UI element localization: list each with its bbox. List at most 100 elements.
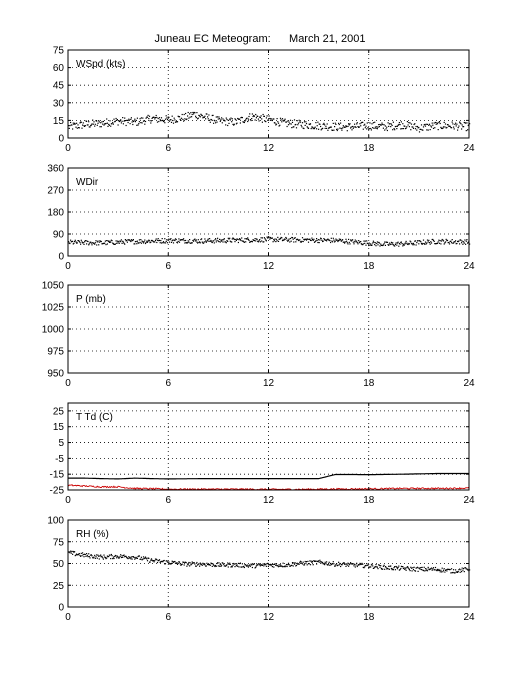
data-point bbox=[361, 562, 363, 564]
data-point bbox=[299, 121, 302, 123]
data-point bbox=[442, 127, 444, 129]
data-point bbox=[318, 128, 320, 130]
data-point bbox=[389, 123, 391, 125]
data-point bbox=[144, 242, 147, 245]
data-point bbox=[209, 240, 211, 242]
data-point bbox=[132, 239, 134, 241]
data-point bbox=[144, 123, 146, 125]
data-point bbox=[369, 566, 371, 568]
data-point bbox=[313, 560, 316, 562]
data-point bbox=[218, 241, 220, 243]
data-point bbox=[285, 236, 287, 239]
data-point bbox=[211, 119, 213, 121]
data-point bbox=[394, 126, 396, 128]
data-point bbox=[251, 240, 253, 242]
data-point bbox=[430, 242, 433, 244]
data-point bbox=[401, 566, 403, 568]
data-point bbox=[346, 240, 348, 242]
data-point bbox=[346, 126, 348, 128]
data-point bbox=[80, 239, 82, 241]
data-point bbox=[152, 560, 155, 562]
data-point bbox=[348, 123, 350, 125]
data-point bbox=[308, 238, 310, 240]
data-point bbox=[432, 567, 435, 569]
data-point bbox=[218, 562, 220, 564]
data-point bbox=[355, 241, 357, 243]
data-point bbox=[98, 555, 100, 557]
data-point bbox=[322, 123, 324, 125]
data-point bbox=[415, 125, 417, 128]
data-point bbox=[253, 240, 255, 242]
data-point bbox=[319, 239, 321, 241]
data-point bbox=[394, 569, 396, 571]
data-point bbox=[245, 565, 247, 567]
data-point bbox=[215, 241, 217, 243]
data-point bbox=[337, 128, 339, 130]
data-point bbox=[174, 121, 177, 123]
data-point bbox=[117, 556, 119, 558]
data-point bbox=[227, 562, 229, 564]
data-point bbox=[239, 118, 241, 120]
data-point bbox=[293, 563, 296, 565]
data-point bbox=[371, 123, 373, 125]
data-point bbox=[216, 121, 218, 123]
data-point bbox=[275, 124, 277, 126]
data-point bbox=[236, 238, 238, 240]
data-point bbox=[195, 239, 197, 241]
data-point bbox=[70, 124, 72, 126]
data-point bbox=[170, 238, 172, 240]
data-point bbox=[169, 119, 171, 121]
data-point bbox=[384, 244, 386, 246]
data-point bbox=[265, 121, 267, 123]
data-point bbox=[249, 241, 251, 243]
data-point bbox=[243, 565, 245, 567]
data-point bbox=[141, 559, 143, 561]
data-point bbox=[91, 123, 93, 125]
data-point bbox=[157, 117, 159, 120]
data-point bbox=[437, 129, 439, 131]
data-point bbox=[436, 568, 439, 570]
data-point bbox=[98, 121, 100, 123]
data-point bbox=[221, 240, 223, 242]
data-point bbox=[243, 241, 245, 243]
data-point bbox=[319, 123, 321, 125]
data-point bbox=[338, 564, 340, 566]
data-point bbox=[402, 567, 404, 570]
data-point bbox=[303, 121, 306, 123]
data-point bbox=[182, 118, 184, 120]
data-point bbox=[229, 563, 231, 565]
figure-title-station: Juneau EC Meteogram: bbox=[154, 33, 271, 45]
data-point bbox=[334, 126, 336, 128]
data-point bbox=[455, 571, 457, 573]
data-point bbox=[169, 239, 171, 241]
data-point bbox=[276, 118, 278, 120]
data-point bbox=[175, 238, 177, 241]
data-point bbox=[133, 120, 135, 122]
data-point bbox=[75, 126, 77, 128]
data-point bbox=[93, 121, 95, 123]
data-point bbox=[132, 120, 134, 123]
data-point bbox=[421, 566, 423, 568]
data-point bbox=[120, 119, 122, 121]
data-point bbox=[340, 127, 342, 130]
data-point bbox=[449, 568, 451, 571]
data-point bbox=[423, 243, 425, 245]
data-point bbox=[338, 238, 340, 240]
data-point bbox=[285, 121, 287, 123]
data-point bbox=[293, 119, 296, 121]
data-point bbox=[287, 120, 289, 122]
x-tick-label: 6 bbox=[165, 378, 171, 389]
data-point bbox=[322, 127, 324, 129]
data-point bbox=[76, 554, 78, 556]
data-point bbox=[121, 242, 123, 244]
data-point bbox=[102, 123, 104, 125]
data-point bbox=[213, 240, 215, 242]
data-point bbox=[243, 241, 245, 243]
data-point bbox=[228, 563, 230, 565]
data-point bbox=[113, 118, 115, 120]
data-point bbox=[374, 121, 376, 123]
data-point bbox=[429, 243, 431, 245]
data-point bbox=[447, 124, 449, 126]
data-point bbox=[211, 563, 213, 565]
data-point bbox=[116, 240, 118, 242]
